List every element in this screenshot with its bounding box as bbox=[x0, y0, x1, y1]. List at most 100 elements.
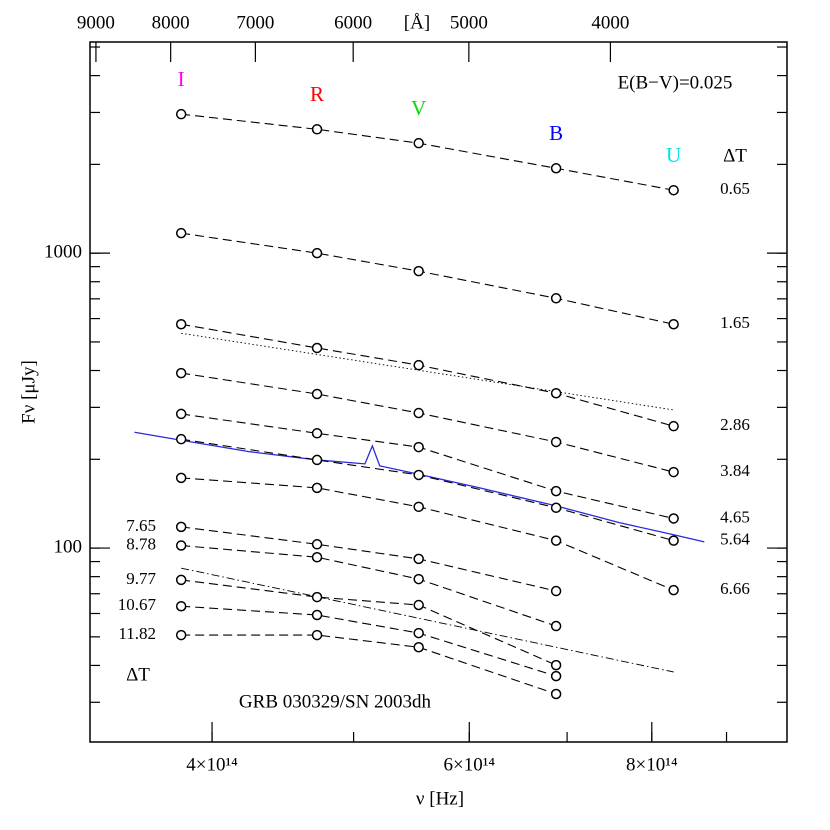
data-point bbox=[311, 247, 323, 259]
data-point bbox=[668, 466, 679, 478]
x2-tick-label: 5000 bbox=[450, 12, 488, 33]
data-point bbox=[668, 184, 679, 196]
series-line bbox=[181, 526, 557, 592]
y-axis-label: Fν [μJy] bbox=[18, 360, 39, 424]
epoch-label: 9.77 bbox=[126, 569, 156, 588]
epoch-label: 5.64 bbox=[720, 530, 750, 549]
series-line bbox=[181, 323, 674, 427]
data-point bbox=[175, 108, 187, 120]
x2-tick-label: 7000 bbox=[236, 12, 274, 33]
data-point bbox=[413, 137, 424, 149]
epoch-label: 7.65 bbox=[126, 516, 156, 535]
filter-label: R bbox=[310, 82, 324, 106]
data-point bbox=[550, 163, 562, 174]
epoch-label: 2.86 bbox=[720, 415, 750, 434]
x2-axis-label: [Å] bbox=[404, 12, 430, 33]
series-line bbox=[181, 413, 674, 520]
epoch-label: 11.82 bbox=[118, 624, 156, 643]
x2-tick-label: 8000 bbox=[152, 12, 190, 33]
data-point bbox=[550, 585, 562, 597]
filter-label: I bbox=[178, 67, 185, 91]
data-point bbox=[668, 584, 679, 596]
epoch-label: 3.84 bbox=[720, 461, 750, 480]
data-point bbox=[550, 387, 562, 399]
data-point bbox=[311, 124, 323, 135]
epoch-label: 1.65 bbox=[720, 313, 750, 332]
series-line bbox=[181, 438, 674, 542]
data-point bbox=[311, 591, 323, 603]
data-point bbox=[668, 513, 679, 524]
x2-tick-label: 4000 bbox=[591, 12, 629, 33]
x2-tick-label: 6000 bbox=[334, 12, 372, 33]
data-point bbox=[668, 319, 679, 330]
data-point bbox=[550, 620, 562, 632]
fit-line bbox=[181, 567, 674, 673]
data-point bbox=[413, 627, 424, 639]
series-line bbox=[181, 634, 557, 695]
data-point bbox=[175, 574, 187, 586]
data-point bbox=[413, 407, 424, 419]
data-point bbox=[311, 428, 323, 439]
data-point bbox=[550, 670, 562, 682]
filter-label: V bbox=[411, 96, 426, 120]
x-tick-label: 4×10¹⁴ bbox=[186, 754, 238, 775]
data-point bbox=[413, 573, 424, 585]
data-point bbox=[311, 609, 323, 621]
filter-label: U bbox=[666, 143, 681, 167]
data-point bbox=[550, 436, 562, 448]
series-line bbox=[181, 579, 557, 666]
epoch-label: 4.65 bbox=[720, 507, 750, 526]
data-point bbox=[668, 420, 679, 432]
data-point bbox=[413, 469, 424, 481]
data-point bbox=[550, 659, 562, 671]
fit-line bbox=[181, 332, 674, 411]
x-tick-label: 8×10¹⁴ bbox=[626, 754, 678, 775]
annotation: GRB 030329/SN 2003dh bbox=[239, 691, 432, 712]
y-tick-label: 1000 bbox=[44, 242, 82, 263]
delta-t-heading: ΔT bbox=[126, 664, 150, 685]
epoch-label: 8.78 bbox=[126, 534, 156, 553]
epoch-label: 0.65 bbox=[720, 179, 750, 198]
x2-tick-label: 9000 bbox=[77, 12, 115, 33]
data-point bbox=[413, 642, 424, 653]
data-point bbox=[311, 482, 323, 494]
series-line bbox=[181, 232, 674, 325]
data-point bbox=[175, 319, 187, 330]
series-line bbox=[181, 544, 557, 627]
epoch-label: 6.66 bbox=[720, 579, 750, 598]
data-point bbox=[550, 293, 562, 304]
series-line bbox=[181, 372, 674, 473]
epoch-label: 10.67 bbox=[118, 595, 157, 614]
series-line bbox=[181, 477, 674, 591]
data-point bbox=[550, 502, 562, 514]
data-point bbox=[175, 629, 187, 641]
data-point bbox=[175, 367, 187, 379]
delta-t-heading: ΔT bbox=[723, 145, 747, 166]
data-point bbox=[175, 408, 187, 420]
y-tick-label: 100 bbox=[54, 536, 83, 557]
data-point bbox=[668, 535, 679, 546]
data-point bbox=[413, 441, 424, 453]
data-point bbox=[311, 454, 323, 466]
data-point bbox=[175, 227, 187, 239]
series-line bbox=[181, 113, 674, 191]
data-point bbox=[550, 688, 562, 700]
plot-frame bbox=[89, 41, 788, 743]
data-point bbox=[175, 433, 187, 445]
filter-label: B bbox=[549, 121, 563, 145]
x-tick-label: 6×10¹⁴ bbox=[444, 754, 496, 775]
data-point bbox=[175, 540, 187, 551]
data-point bbox=[413, 265, 424, 277]
x-axis-label: ν [Hz] bbox=[416, 788, 464, 809]
data-point bbox=[175, 472, 187, 484]
data-point bbox=[550, 485, 562, 497]
spectrum bbox=[134, 431, 705, 543]
data-point bbox=[311, 539, 323, 550]
data-point bbox=[311, 342, 323, 354]
data-point bbox=[175, 521, 187, 533]
data-point bbox=[311, 388, 323, 400]
data-point bbox=[311, 551, 323, 563]
series-line bbox=[181, 605, 557, 677]
data-point bbox=[550, 535, 562, 546]
